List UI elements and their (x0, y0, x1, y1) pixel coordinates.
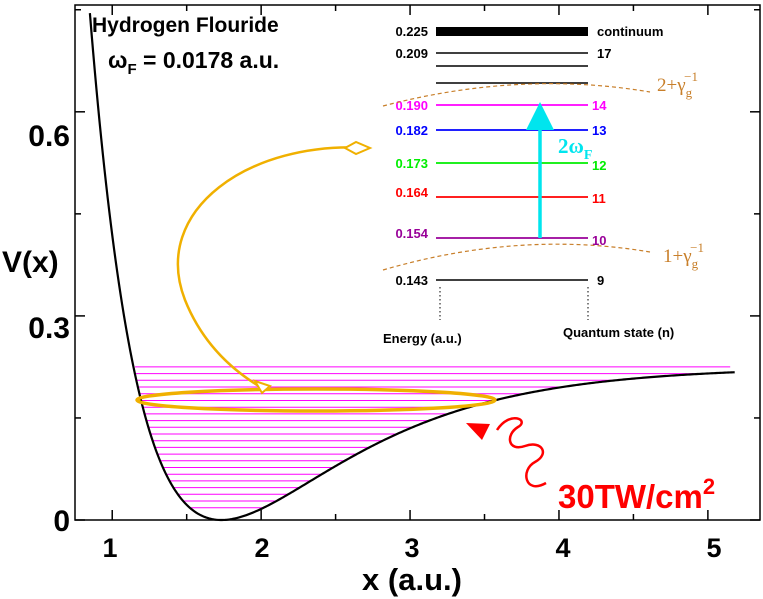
energy-level-inset: 0.225 0.209 0.190 0.182 0.173 0.164 0.15… (382, 24, 704, 346)
inset-state-axis-label: Quantum state (n) (563, 325, 674, 340)
x-tick-labels: 1 2 3 4 5 (102, 533, 721, 563)
laser-intensity-sup: 2 (703, 474, 715, 499)
gamma-prefix: 1+ (663, 246, 683, 267)
gamma-symbol: γ (676, 75, 685, 96)
two-omega-main: 2ω (558, 134, 584, 158)
zoom-callout-arrowhead-inset (342, 140, 373, 156)
laser-intensity-main: 30TW/cm (558, 478, 703, 515)
axis-ticks (75, 5, 760, 521)
omega-value: = 0.0178 a.u. (137, 47, 280, 73)
gamma-symbol: γ (682, 246, 691, 267)
x-tick-label: 1 (102, 533, 117, 563)
y-tick-label: 0.3 (28, 312, 70, 345)
energy-label: 0.209 (395, 46, 428, 61)
x-tick-label: 5 (706, 533, 721, 563)
vibrational-levels (135, 366, 731, 509)
energy-label: 0.225 (395, 24, 428, 39)
gamma-lower-label: 1+γg−1 (663, 240, 704, 271)
gamma-prefix: 2+ (657, 75, 677, 96)
energy-labels: 0.225 0.209 0.190 0.182 0.173 0.164 0.15… (395, 24, 428, 288)
x-tick-label: 2 (254, 533, 269, 563)
gamma-superscript: −1 (684, 69, 698, 84)
omega-frequency-label: ωF = 0.0178 a.u. (108, 47, 279, 78)
continuum-bar (436, 27, 588, 36)
energy-label: 0.154 (395, 226, 428, 241)
zoom-highlight-ellipse (135, 387, 497, 413)
x-tick-label: 4 (555, 533, 570, 563)
two-omega-label: 2ωF (558, 134, 592, 163)
gamma-subscript: g (692, 256, 699, 271)
omega-subscript: F (127, 61, 136, 78)
gamma-upper-label: 2+γg−1 (657, 69, 698, 100)
zoom-callout-curve (176, 146, 369, 390)
gamma-lower-dashed-arc (382, 243, 651, 271)
morse-potential-curve (88, 13, 735, 522)
gamma-upper-dashed-arc (382, 83, 651, 107)
laser-wavy-arrow (495, 417, 547, 488)
y-tick-label: 0 (53, 505, 70, 538)
inset-energy-axis-label: Energy (a.u.) (383, 331, 462, 346)
zoom-callout-arrowhead-ellipse (252, 379, 272, 395)
x-axis-label: x (a.u.) (362, 562, 462, 597)
gamma-subscript: g (686, 85, 693, 100)
gamma-superscript: −1 (690, 240, 704, 255)
energy-label: 0.164 (395, 185, 428, 200)
energy-label: 0.190 (395, 98, 428, 113)
y-axis-label: V(x) (2, 246, 59, 279)
x-tick-label: 3 (404, 533, 419, 563)
state-label: 13 (592, 123, 606, 138)
energy-label: 0.173 (395, 156, 428, 171)
state-label: continuum (597, 24, 663, 39)
figure-title: Hydrogen Flouride (92, 14, 279, 37)
energy-label: 0.182 (395, 123, 428, 138)
two-omega-sub: F (584, 148, 593, 163)
laser-intensity-label: 30TW/cm2 (558, 474, 715, 515)
state-label: 9 (597, 273, 604, 288)
y-tick-label: 0.6 (28, 120, 70, 153)
state-label: 10 (592, 233, 606, 248)
laser-arrowhead (466, 423, 490, 440)
state-label: 11 (592, 191, 606, 206)
y-tick-labels: 0 0.3 0.6 (28, 120, 70, 538)
state-label: 14 (592, 98, 607, 113)
omega-symbol: ω (108, 47, 127, 73)
plot-frame (74, 4, 761, 521)
state-label: 17 (597, 46, 611, 61)
energy-label: 0.143 (395, 273, 428, 288)
state-labels: continuum 17 14 13 12 11 10 9 (592, 24, 663, 288)
state-label: 12 (592, 158, 606, 173)
